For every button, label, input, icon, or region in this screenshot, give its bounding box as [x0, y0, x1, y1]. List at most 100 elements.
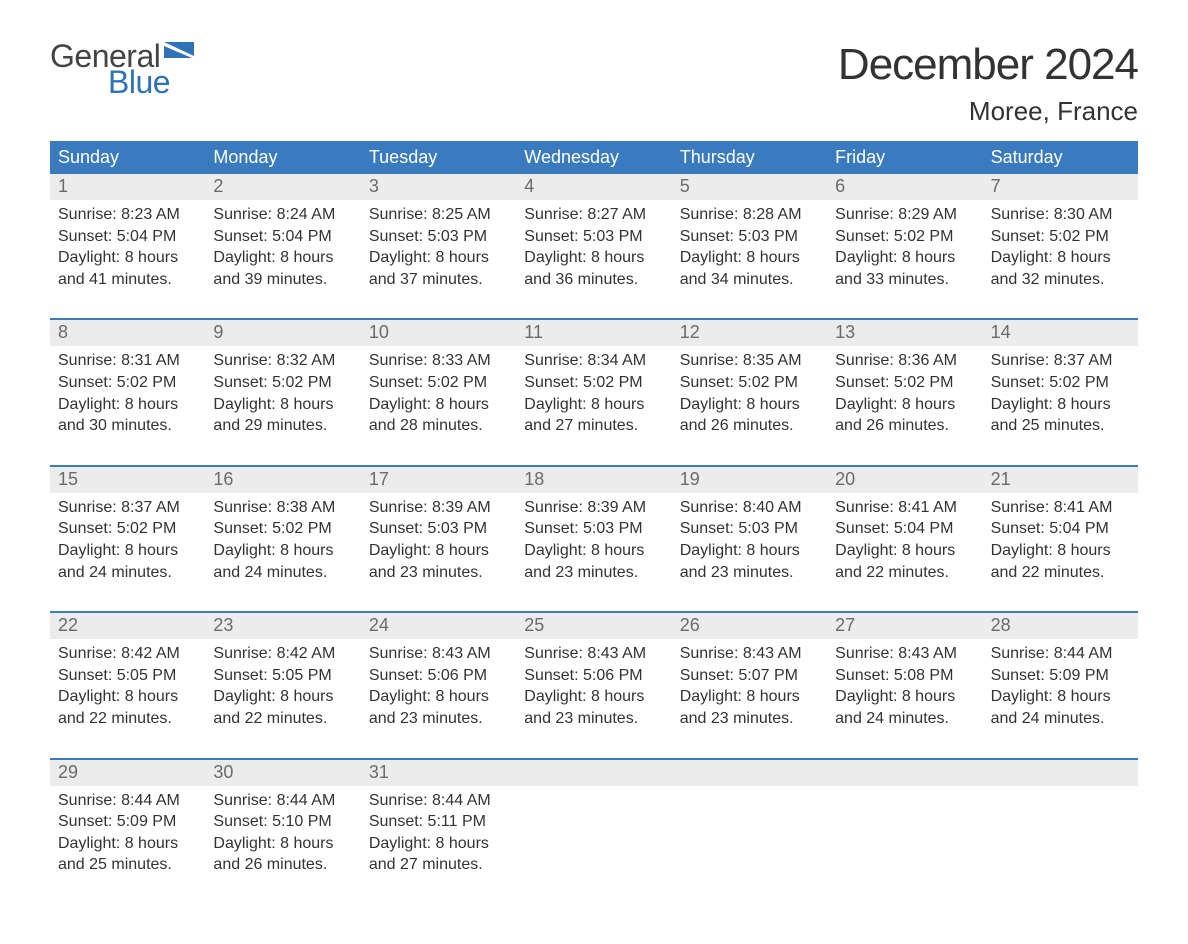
day-cell: Sunrise: 8:44 AMSunset: 5:09 PMDaylight:…	[983, 639, 1138, 739]
sunrise-text: Sunrise: 8:23 AM	[58, 204, 197, 226]
d1-text: Daylight: 8 hours	[524, 686, 663, 708]
sunrise-text: Sunrise: 8:37 AM	[991, 350, 1130, 372]
d2-text: and 24 minutes.	[58, 562, 197, 584]
sunset-text: Sunset: 5:04 PM	[991, 518, 1130, 540]
day-number: 19	[672, 467, 827, 493]
day-cell: Sunrise: 8:30 AMSunset: 5:02 PMDaylight:…	[983, 200, 1138, 300]
sunrise-text: Sunrise: 8:39 AM	[369, 497, 508, 519]
sunset-text: Sunset: 5:02 PM	[213, 518, 352, 540]
d2-text: and 41 minutes.	[58, 269, 197, 291]
calendar-week: 1234567Sunrise: 8:23 AMSunset: 5:04 PMDa…	[50, 174, 1138, 300]
dow-saturday: Saturday	[983, 141, 1138, 174]
d1-text: Daylight: 8 hours	[524, 540, 663, 562]
day-number: 1	[50, 174, 205, 200]
day-cell: Sunrise: 8:39 AMSunset: 5:03 PMDaylight:…	[361, 493, 516, 593]
day-number: 3	[361, 174, 516, 200]
day-cell: Sunrise: 8:37 AMSunset: 5:02 PMDaylight:…	[983, 346, 1138, 446]
day-number: 17	[361, 467, 516, 493]
sunrise-text: Sunrise: 8:24 AM	[213, 204, 352, 226]
day-number: 8	[50, 320, 205, 346]
day-number	[672, 760, 827, 786]
d2-text: and 34 minutes.	[680, 269, 819, 291]
day-number-row: 22232425262728	[50, 613, 1138, 639]
day-cell	[827, 786, 982, 886]
calendar: Sunday Monday Tuesday Wednesday Thursday…	[50, 141, 1138, 886]
d1-text: Daylight: 8 hours	[58, 394, 197, 416]
d1-text: Daylight: 8 hours	[524, 394, 663, 416]
calendar-week: 293031Sunrise: 8:44 AMSunset: 5:09 PMDay…	[50, 758, 1138, 886]
d1-text: Daylight: 8 hours	[835, 540, 974, 562]
sunset-text: Sunset: 5:05 PM	[213, 665, 352, 687]
sunrise-text: Sunrise: 8:42 AM	[58, 643, 197, 665]
sunrise-text: Sunrise: 8:43 AM	[524, 643, 663, 665]
d1-text: Daylight: 8 hours	[835, 394, 974, 416]
d2-text: and 23 minutes.	[524, 708, 663, 730]
d1-text: Daylight: 8 hours	[213, 686, 352, 708]
d2-text: and 30 minutes.	[58, 415, 197, 437]
dow-sunday: Sunday	[50, 141, 205, 174]
d2-text: and 26 minutes.	[835, 415, 974, 437]
d1-text: Daylight: 8 hours	[524, 247, 663, 269]
sunset-text: Sunset: 5:03 PM	[524, 518, 663, 540]
day-cell: Sunrise: 8:43 AMSunset: 5:06 PMDaylight:…	[361, 639, 516, 739]
d1-text: Daylight: 8 hours	[369, 833, 508, 855]
page-title: December 2024	[838, 40, 1138, 90]
sunrise-text: Sunrise: 8:33 AM	[369, 350, 508, 372]
sunset-text: Sunset: 5:02 PM	[58, 372, 197, 394]
calendar-week: 22232425262728Sunrise: 8:42 AMSunset: 5:…	[50, 611, 1138, 739]
d1-text: Daylight: 8 hours	[369, 247, 508, 269]
brand-flag-icon	[164, 42, 194, 66]
d1-text: Daylight: 8 hours	[369, 686, 508, 708]
d2-text: and 28 minutes.	[369, 415, 508, 437]
day-cell: Sunrise: 8:36 AMSunset: 5:02 PMDaylight:…	[827, 346, 982, 446]
day-number-row: 293031	[50, 760, 1138, 786]
d2-text: and 23 minutes.	[524, 562, 663, 584]
calendar-week: 891011121314Sunrise: 8:31 AMSunset: 5:02…	[50, 318, 1138, 446]
day-of-week-header: Sunday Monday Tuesday Wednesday Thursday…	[50, 141, 1138, 174]
d2-text: and 24 minutes.	[835, 708, 974, 730]
day-cell: Sunrise: 8:40 AMSunset: 5:03 PMDaylight:…	[672, 493, 827, 593]
d1-text: Daylight: 8 hours	[369, 394, 508, 416]
d2-text: and 26 minutes.	[213, 854, 352, 876]
day-cell: Sunrise: 8:24 AMSunset: 5:04 PMDaylight:…	[205, 200, 360, 300]
day-cell: Sunrise: 8:39 AMSunset: 5:03 PMDaylight:…	[516, 493, 671, 593]
day-number: 10	[361, 320, 516, 346]
day-number: 23	[205, 613, 360, 639]
sunset-text: Sunset: 5:02 PM	[680, 372, 819, 394]
day-cell: Sunrise: 8:44 AMSunset: 5:11 PMDaylight:…	[361, 786, 516, 886]
d2-text: and 24 minutes.	[213, 562, 352, 584]
day-cell: Sunrise: 8:37 AMSunset: 5:02 PMDaylight:…	[50, 493, 205, 593]
d1-text: Daylight: 8 hours	[680, 540, 819, 562]
d2-text: and 27 minutes.	[524, 415, 663, 437]
day-number: 27	[827, 613, 982, 639]
sunset-text: Sunset: 5:04 PM	[213, 226, 352, 248]
day-cell: Sunrise: 8:33 AMSunset: 5:02 PMDaylight:…	[361, 346, 516, 446]
d2-text: and 22 minutes.	[991, 562, 1130, 584]
weeks-container: 1234567Sunrise: 8:23 AMSunset: 5:04 PMDa…	[50, 174, 1138, 886]
brand-text-blue: Blue	[108, 66, 194, 98]
sunrise-text: Sunrise: 8:35 AM	[680, 350, 819, 372]
sunset-text: Sunset: 5:02 PM	[835, 372, 974, 394]
d2-text: and 23 minutes.	[680, 708, 819, 730]
day-number: 30	[205, 760, 360, 786]
day-cell: Sunrise: 8:32 AMSunset: 5:02 PMDaylight:…	[205, 346, 360, 446]
day-number: 25	[516, 613, 671, 639]
sunset-text: Sunset: 5:05 PM	[58, 665, 197, 687]
sunrise-text: Sunrise: 8:27 AM	[524, 204, 663, 226]
sunset-text: Sunset: 5:02 PM	[991, 226, 1130, 248]
day-cell: Sunrise: 8:43 AMSunset: 5:07 PMDaylight:…	[672, 639, 827, 739]
sunrise-text: Sunrise: 8:38 AM	[213, 497, 352, 519]
day-number	[827, 760, 982, 786]
day-number: 28	[983, 613, 1138, 639]
day-number: 2	[205, 174, 360, 200]
d1-text: Daylight: 8 hours	[991, 686, 1130, 708]
sunset-text: Sunset: 5:07 PM	[680, 665, 819, 687]
sunset-text: Sunset: 5:03 PM	[524, 226, 663, 248]
day-number: 4	[516, 174, 671, 200]
day-number: 20	[827, 467, 982, 493]
d2-text: and 22 minutes.	[58, 708, 197, 730]
day-number: 11	[516, 320, 671, 346]
sunset-text: Sunset: 5:02 PM	[991, 372, 1130, 394]
title-block: December 2024 Moree, France	[838, 40, 1138, 127]
sunset-text: Sunset: 5:03 PM	[369, 226, 508, 248]
